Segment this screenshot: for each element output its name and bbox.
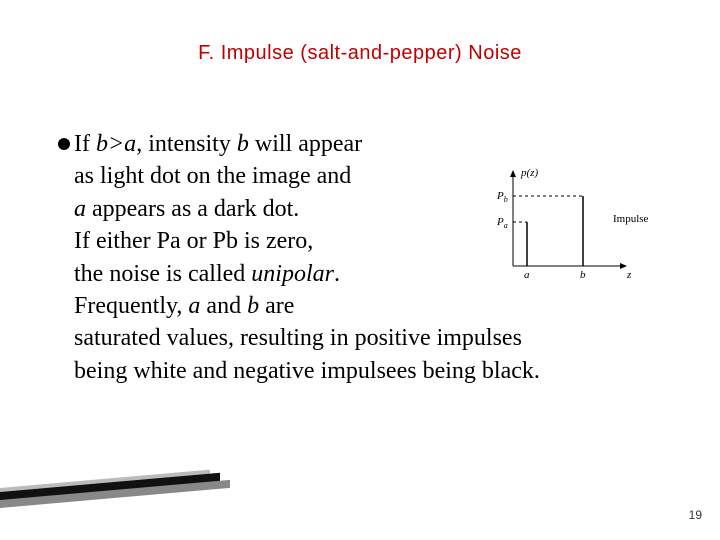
txt-ital: b>a (96, 131, 136, 157)
txt: If either Pa or Pb is zero, (74, 228, 313, 254)
page-number: 19 (689, 508, 702, 522)
chart-xa: a (524, 269, 530, 281)
txt: saturated values, resulting in positive … (74, 325, 522, 351)
txt: appears as a dark dot. (86, 196, 299, 222)
svg-text:Pb: Pb (496, 190, 508, 204)
txt: being white and negative impulsees being… (74, 358, 540, 384)
svg-text:Pa: Pa (496, 216, 508, 230)
bullet-icon (58, 138, 70, 150)
txt: will appear (249, 131, 362, 157)
txt: Frequently, (74, 293, 188, 319)
slide-decor (0, 478, 240, 508)
impulse-pdf-chart: p(z) Pb Pa a b z Impulse (483, 162, 658, 292)
txt: are (259, 293, 294, 319)
chart-ylabel: p(z) (520, 167, 538, 179)
chart-xb: b (580, 269, 586, 281)
txt: as light dot on the image and (74, 163, 351, 189)
txt-ital: b (237, 131, 249, 157)
chart-xend: z (626, 269, 632, 281)
txt: If (74, 131, 96, 157)
body-text: If b>a, intensity b will appear as light… (74, 128, 540, 387)
txt: . (334, 261, 340, 287)
chart-label: Impulse (613, 213, 649, 225)
txt-ital: a (188, 293, 200, 319)
txt: the noise is called (74, 261, 251, 287)
txt-ital: a (74, 196, 86, 222)
txt-ital: b (247, 293, 259, 319)
slide-title: F. Impulse (salt-and-pepper) Noise (0, 0, 720, 65)
txt: and (200, 293, 247, 319)
txt-ital: unipolar (251, 261, 334, 287)
chart-pb-sub: b (504, 195, 508, 204)
txt: , intensity (136, 131, 237, 157)
chart-pa-sub: a (504, 221, 508, 230)
